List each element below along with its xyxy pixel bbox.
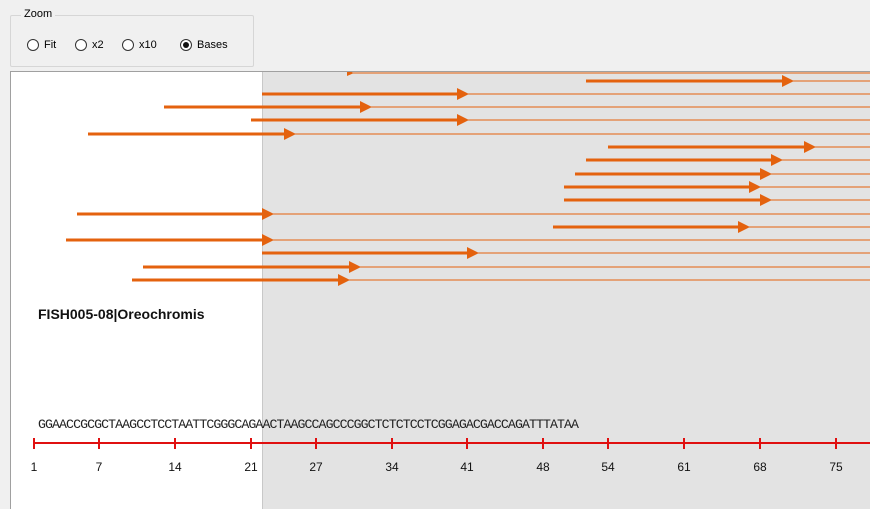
read-arrowhead (760, 168, 772, 180)
ruler-label: 27 (309, 460, 323, 474)
alignment-viewer[interactable]: FISH005-08|Oreochromis GGAACCGCGCTAAGCCT… (10, 71, 870, 509)
radio-bases-icon[interactable] (180, 39, 192, 51)
radio-x2-icon[interactable] (75, 39, 87, 51)
read-arrowhead (771, 154, 783, 166)
read-arrowhead (360, 101, 372, 113)
read-arrowhead (284, 128, 296, 140)
read-arrowhead (804, 141, 816, 153)
ruler-label: 68 (753, 460, 767, 474)
zoom-option-x2[interactable]: x2 (75, 39, 104, 51)
zoom-option-fit[interactable]: Fit (27, 39, 56, 51)
ruler-label: 75 (829, 460, 843, 474)
zoom-option-fit-label: Fit (44, 39, 57, 51)
read-arrowhead (457, 88, 469, 100)
read-arrowhead (467, 247, 479, 259)
sequence-name: FISH005-08|Oreochromis (38, 306, 205, 322)
zoom-option-bases[interactable]: Bases (180, 39, 228, 51)
read-arrowhead (349, 261, 361, 273)
zoom-group: Zoom Fit x2 x10 Bases (10, 8, 254, 67)
zoom-option-bases-label: Bases (197, 39, 228, 51)
reads-track (33, 72, 870, 449)
read-arrowhead (760, 194, 772, 206)
ruler-label: 1 (30, 460, 38, 474)
reference-shade-region (262, 72, 870, 509)
read-arrowhead (782, 75, 794, 87)
position-ruler (33, 438, 870, 449)
radio-x10-icon[interactable] (122, 39, 134, 51)
ruler-label: 14 (168, 460, 182, 474)
ruler-label: 54 (601, 460, 615, 474)
ruler-label: 21 (244, 460, 258, 474)
read-arrowhead (749, 181, 761, 193)
zoom-title: Zoom (21, 8, 56, 20)
read-arrowhead (262, 234, 274, 246)
read-arrowhead (338, 274, 350, 286)
ruler-label: 48 (536, 460, 550, 474)
reference-sequence: GGAACCGCGCTAAGCCTCCTAATTCGGGCAGAACTAAGCC… (38, 417, 579, 432)
read-arrowhead (457, 114, 469, 126)
radio-fit-icon[interactable] (27, 39, 39, 51)
zoom-option-x10[interactable]: x10 (122, 39, 157, 51)
zoom-option-x10-label: x10 (139, 39, 157, 51)
read-arrowhead (738, 221, 750, 233)
ruler-label: 34 (385, 460, 399, 474)
ruler-label: 7 (95, 460, 103, 474)
read-arrowhead (262, 208, 274, 220)
zoom-option-x2-label: x2 (92, 39, 104, 51)
read-arrowhead (347, 72, 354, 76)
read-arrows (66, 72, 870, 286)
ruler-label: 41 (460, 460, 474, 474)
ruler-label: 61 (677, 460, 691, 474)
